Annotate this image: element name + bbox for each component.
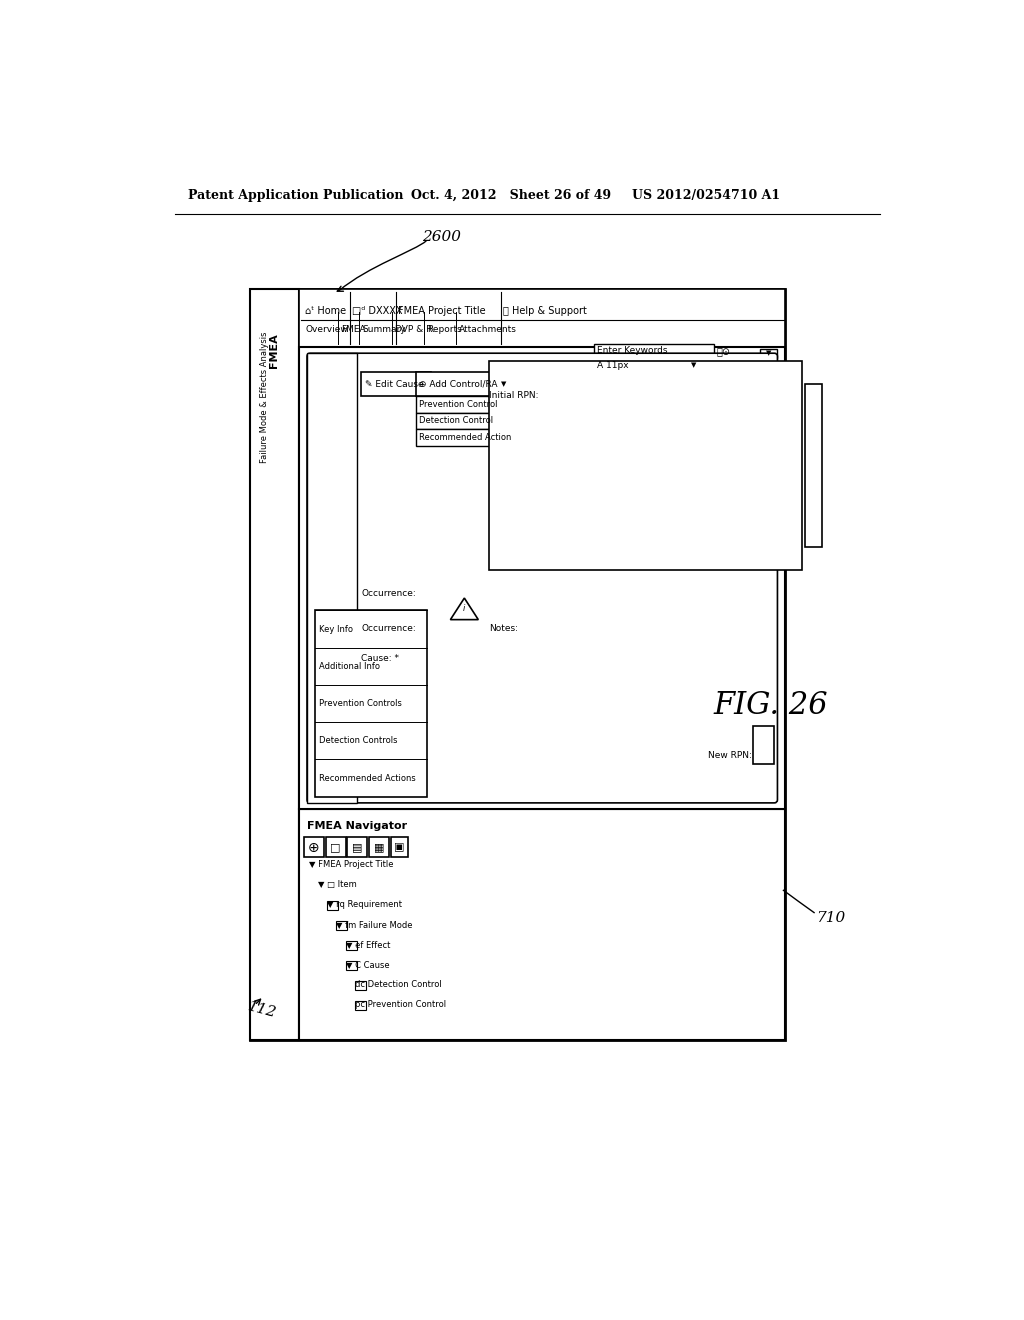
Text: ⊕ Add Control/RA: ⊕ Add Control/RA: [420, 380, 498, 388]
Bar: [594, 359, 687, 372]
Bar: [361, 372, 431, 396]
Text: ▼ □ Item: ▼ □ Item: [317, 880, 356, 888]
Text: ▣: ▣: [394, 842, 404, 853]
Bar: [753, 726, 774, 764]
Text: Recommended Actions: Recommended Actions: [318, 774, 416, 783]
Bar: [251, 289, 785, 1040]
Text: New RPN:: New RPN:: [708, 751, 752, 759]
Bar: [369, 837, 389, 857]
Text: Oct. 4, 2012   Sheet 26 of 49: Oct. 4, 2012 Sheet 26 of 49: [411, 189, 611, 202]
Text: ▼: ▼: [691, 363, 696, 368]
Text: ⓘ Help & Support: ⓘ Help & Support: [503, 306, 587, 315]
Text: ▼ FMEA Project Title: ▼ FMEA Project Title: [308, 861, 393, 869]
Text: Overview: Overview: [305, 325, 348, 334]
Text: FIG. 26: FIG. 26: [714, 689, 828, 721]
Bar: [355, 981, 366, 990]
Text: ▼ rq Requirement: ▼ rq Requirement: [328, 900, 402, 909]
Text: Cause: *: Cause: *: [361, 655, 399, 664]
Text: ⊕: ⊕: [308, 841, 319, 854]
Text: ✎ Edit Cause: ✎ Edit Cause: [366, 380, 424, 388]
Text: Occurrence:: Occurrence:: [361, 623, 416, 632]
Text: FMEA: FMEA: [269, 334, 280, 368]
Bar: [594, 345, 714, 358]
Text: Attachments: Attachments: [459, 325, 517, 334]
Bar: [307, 354, 357, 803]
Bar: [416, 396, 511, 412]
Text: A 11px: A 11px: [597, 362, 629, 370]
Bar: [347, 837, 368, 857]
Bar: [805, 384, 821, 548]
Bar: [326, 837, 346, 857]
Text: Initial RPN:: Initial RPN:: [489, 391, 539, 400]
Text: □ᵈ DXXXX: □ᵈ DXXXX: [352, 306, 402, 315]
Text: US 2012/0254710 A1: US 2012/0254710 A1: [632, 189, 780, 202]
Text: Prevention Control: Prevention Control: [419, 400, 497, 408]
Text: Prevention Controls: Prevention Controls: [318, 700, 401, 708]
Text: Enter Keywords: Enter Keywords: [597, 346, 668, 355]
Text: Detection Controls: Detection Controls: [318, 737, 397, 746]
Bar: [497, 372, 511, 396]
Bar: [489, 360, 802, 570]
Text: ▼: ▼: [501, 381, 507, 387]
Text: ▼ C Cause: ▼ C Cause: [346, 960, 389, 969]
Text: FMEA Project Title: FMEA Project Title: [398, 306, 486, 315]
Text: pc Prevention Control: pc Prevention Control: [355, 1001, 446, 1008]
Bar: [337, 921, 347, 929]
Text: i: i: [463, 605, 466, 614]
Bar: [391, 837, 408, 857]
Text: dc Detection Control: dc Detection Control: [355, 981, 441, 989]
Text: Reports: Reports: [427, 325, 462, 334]
Text: Occurrence:: Occurrence:: [361, 589, 416, 598]
Text: Patent Application Publication: Patent Application Publication: [188, 189, 403, 202]
Bar: [299, 289, 785, 347]
Bar: [251, 289, 299, 1040]
Text: 710: 710: [816, 911, 846, 925]
Bar: [304, 837, 324, 857]
Bar: [346, 941, 356, 950]
Text: Recommended Action: Recommended Action: [419, 433, 511, 442]
Text: Additional Info: Additional Info: [318, 661, 380, 671]
Text: ▤: ▤: [352, 842, 362, 853]
Text: ▼ fm Failure Mode: ▼ fm Failure Mode: [337, 920, 413, 929]
Bar: [355, 1001, 366, 1010]
Text: ▼: ▼: [766, 350, 772, 356]
Text: ⌂ᵗ Home: ⌂ᵗ Home: [305, 306, 346, 315]
Text: Failure Mode & Effects Analysis: Failure Mode & Effects Analysis: [260, 331, 269, 463]
Text: Key Info: Key Info: [318, 624, 352, 634]
Bar: [416, 372, 497, 396]
Bar: [687, 359, 700, 372]
Text: ▦: ▦: [374, 842, 384, 853]
Bar: [416, 412, 511, 429]
Text: FMEA: FMEA: [341, 325, 366, 334]
Bar: [416, 429, 511, 446]
Text: ▼ ef Effect: ▼ ef Effect: [346, 940, 390, 949]
Bar: [346, 961, 356, 970]
Text: Detection Control: Detection Control: [419, 417, 493, 425]
Text: 2600: 2600: [423, 230, 462, 244]
Text: Notes:: Notes:: [489, 623, 518, 632]
Bar: [761, 348, 777, 358]
Text: Summary: Summary: [362, 325, 407, 334]
FancyBboxPatch shape: [307, 354, 777, 803]
Bar: [314, 610, 427, 797]
Text: 112: 112: [246, 999, 278, 1020]
Text: FMEA Navigator: FMEA Navigator: [307, 821, 408, 832]
Bar: [328, 900, 338, 909]
Text: DVP & R: DVP & R: [395, 325, 432, 334]
Bar: [299, 809, 785, 1040]
Text: □: □: [331, 842, 341, 853]
Bar: [299, 347, 785, 809]
Text: ⓔ⊙: ⓔ⊙: [716, 346, 730, 356]
